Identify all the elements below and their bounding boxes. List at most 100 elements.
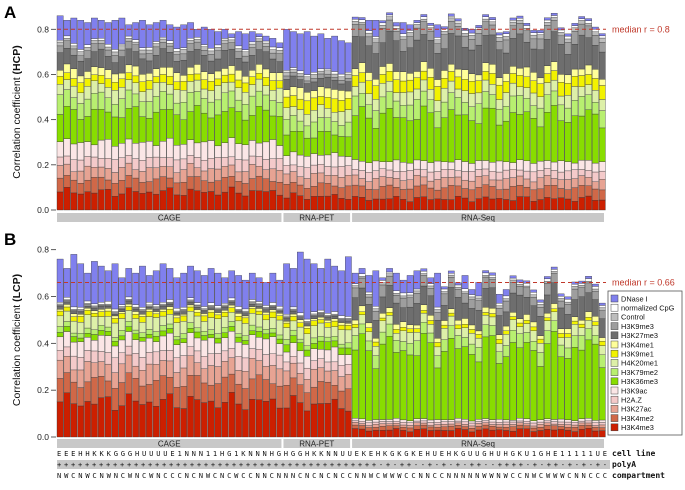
bar-segment-h3k9me3 <box>125 299 133 302</box>
bar-segment-h4k20me1 <box>228 312 235 322</box>
bar-segment-h3k4me1 <box>475 74 483 81</box>
bar-segment-h3k79me2 <box>180 102 187 120</box>
bar-segment-normalized-cpg <box>221 303 229 306</box>
bar-segment-h2a-z <box>152 156 160 168</box>
bar-segment-h3k27me3 <box>324 317 332 321</box>
bar-segment-h3k9me3 <box>111 312 119 315</box>
bar-segment-h3k4me3 <box>399 199 407 211</box>
bar-segment-h3k27ac <box>77 170 85 184</box>
bar-segment-h3k79me2 <box>132 93 139 107</box>
bar-segment-dnase-i <box>447 13 455 17</box>
bar-segment-h3k27me3 <box>269 58 277 73</box>
legend-swatch <box>610 313 619 321</box>
bar-segment-h3k4me2 <box>125 372 133 395</box>
bar-segment-h3k4me1 <box>132 311 139 315</box>
bar-segment-h3k4me3 <box>468 201 476 211</box>
legend-label: H2A.Z <box>621 396 642 405</box>
bar-segment-dnase-i <box>454 18 462 22</box>
bar-segment-h3k36me3 <box>489 335 496 420</box>
bar-segment-h3k4me1 <box>489 307 496 314</box>
bar-segment-h3k27me3 <box>118 56 126 74</box>
bar-segment-h3k9me3 <box>372 42 380 54</box>
bar-segment-h2a-z <box>242 357 249 372</box>
bar-segment-h3k9me3 <box>276 309 284 312</box>
bar-segment-h3k9me3 <box>91 43 98 52</box>
bar-segment-h3k9me3 <box>255 41 263 50</box>
bar-segment-h3k9me3 <box>297 316 304 318</box>
bar-segment-h2a-z <box>585 170 592 178</box>
bar-segment-h3k4me1 <box>125 64 133 73</box>
bar-segment-h4k20me1 <box>406 332 414 344</box>
bar-segment-h3k4me3 <box>91 403 98 438</box>
bar-segment-h3k79me2 <box>187 322 194 329</box>
bar-segment-h3k27ac <box>351 422 359 426</box>
bar-segment-h3k27me3 <box>358 287 366 307</box>
bar-segment-h3k27me3 <box>297 317 304 320</box>
bar-segment-h2a-z <box>194 350 201 363</box>
bar-segment-h3k9me1 <box>269 311 277 318</box>
bar-segment-h3k27ac <box>104 168 112 181</box>
bar-segment-h3k79me2 <box>509 95 517 113</box>
bar-segment-h3k9me3 <box>351 287 359 298</box>
bar-segment-h3k79me2 <box>297 120 304 132</box>
bar-segment-h3k36me3 <box>557 120 565 161</box>
bar-segment-h3k79me2 <box>338 125 345 137</box>
bar-segment-h3k9me1 <box>290 316 297 322</box>
bar-segment-control <box>317 70 325 75</box>
bar-segment-h3k9me3 <box>358 24 366 37</box>
bar-segment-dnase-i <box>379 20 386 24</box>
bar-segment-h2a-z <box>386 421 393 424</box>
bar-segment-normalized-cpg <box>530 292 537 295</box>
bar-segment-dnase-i <box>77 263 85 308</box>
bar-segment-h3k4me3 <box>523 428 531 438</box>
bar-segment-normalized-cpg <box>132 304 139 308</box>
bar-segment-normalized-cpg <box>84 300 91 304</box>
bar-segment-h2a-z <box>303 367 311 380</box>
bar-segment-normalized-cpg <box>118 43 126 47</box>
bar-segment-h3k4me3 <box>104 396 112 438</box>
bar-segment-h3k36me3 <box>578 349 585 419</box>
bar-segment-h2a-z <box>537 170 544 178</box>
bar-segment-h3k9ac <box>77 142 85 161</box>
bar-segment-normalized-cpg <box>509 277 517 281</box>
bar-segment-control <box>111 51 119 56</box>
bar-segment-h3k27ac <box>482 175 489 185</box>
bar-segment-h3k9me1 <box>564 333 572 338</box>
bar-segment-dnase-i <box>578 16 585 19</box>
bar-segment-h3k9ac <box>63 331 71 348</box>
bar-segment-normalized-cpg <box>200 306 208 309</box>
bar-segment-h4k20me1 <box>317 322 325 337</box>
bar-segment-h3k9me1 <box>454 324 462 329</box>
bar-segment-h3k4me2 <box>132 378 139 402</box>
bar-segment-dnase-i <box>290 268 297 308</box>
bar-segment-h3k9ac <box>434 419 441 423</box>
bar-segment-h3k27me3 <box>269 307 277 310</box>
bar-segment-dnase-i <box>187 22 194 39</box>
bar-segment-dnase-i <box>214 31 222 46</box>
bar-segment-h3k9me1 <box>310 97 318 111</box>
bar-segment-h3k4me2 <box>248 178 256 191</box>
bar-segment-h3k9ac <box>550 161 558 171</box>
bar-segment-h3k79me2 <box>262 329 270 335</box>
bar-segment-dnase-i <box>132 22 139 40</box>
bar-segment-h3k36me3 <box>125 326 133 332</box>
bar-segment-h3k79me2 <box>592 102 599 115</box>
bar-segment-dnase-i <box>248 272 256 300</box>
bar-segment-h2a-z <box>338 166 345 178</box>
bar-segment-h4k20me1 <box>139 91 146 102</box>
bar-segment-h3k27ac <box>345 374 352 389</box>
bar-segment-h3k79me2 <box>221 92 229 112</box>
bar-segment-normalized-cpg <box>413 288 421 292</box>
bar-segment-h2a-z <box>255 349 263 361</box>
bar-segment-h2a-z <box>214 353 222 367</box>
bar-segment-dnase-i <box>194 29 201 38</box>
bar-segment-h3k27ac <box>496 179 503 190</box>
bar-segment-normalized-cpg <box>180 306 187 310</box>
bar-segment-normalized-cpg <box>461 288 469 292</box>
bar-segment-h3k79me2 <box>434 111 441 129</box>
bar-segment-h3k27me3 <box>372 320 380 339</box>
bar-segment-h3k9me1 <box>441 324 448 329</box>
bar-segment-h3k79me2 <box>564 107 572 123</box>
bar-segment-h3k9ac <box>351 159 359 170</box>
bar-segment-h3k9ac <box>207 140 215 159</box>
